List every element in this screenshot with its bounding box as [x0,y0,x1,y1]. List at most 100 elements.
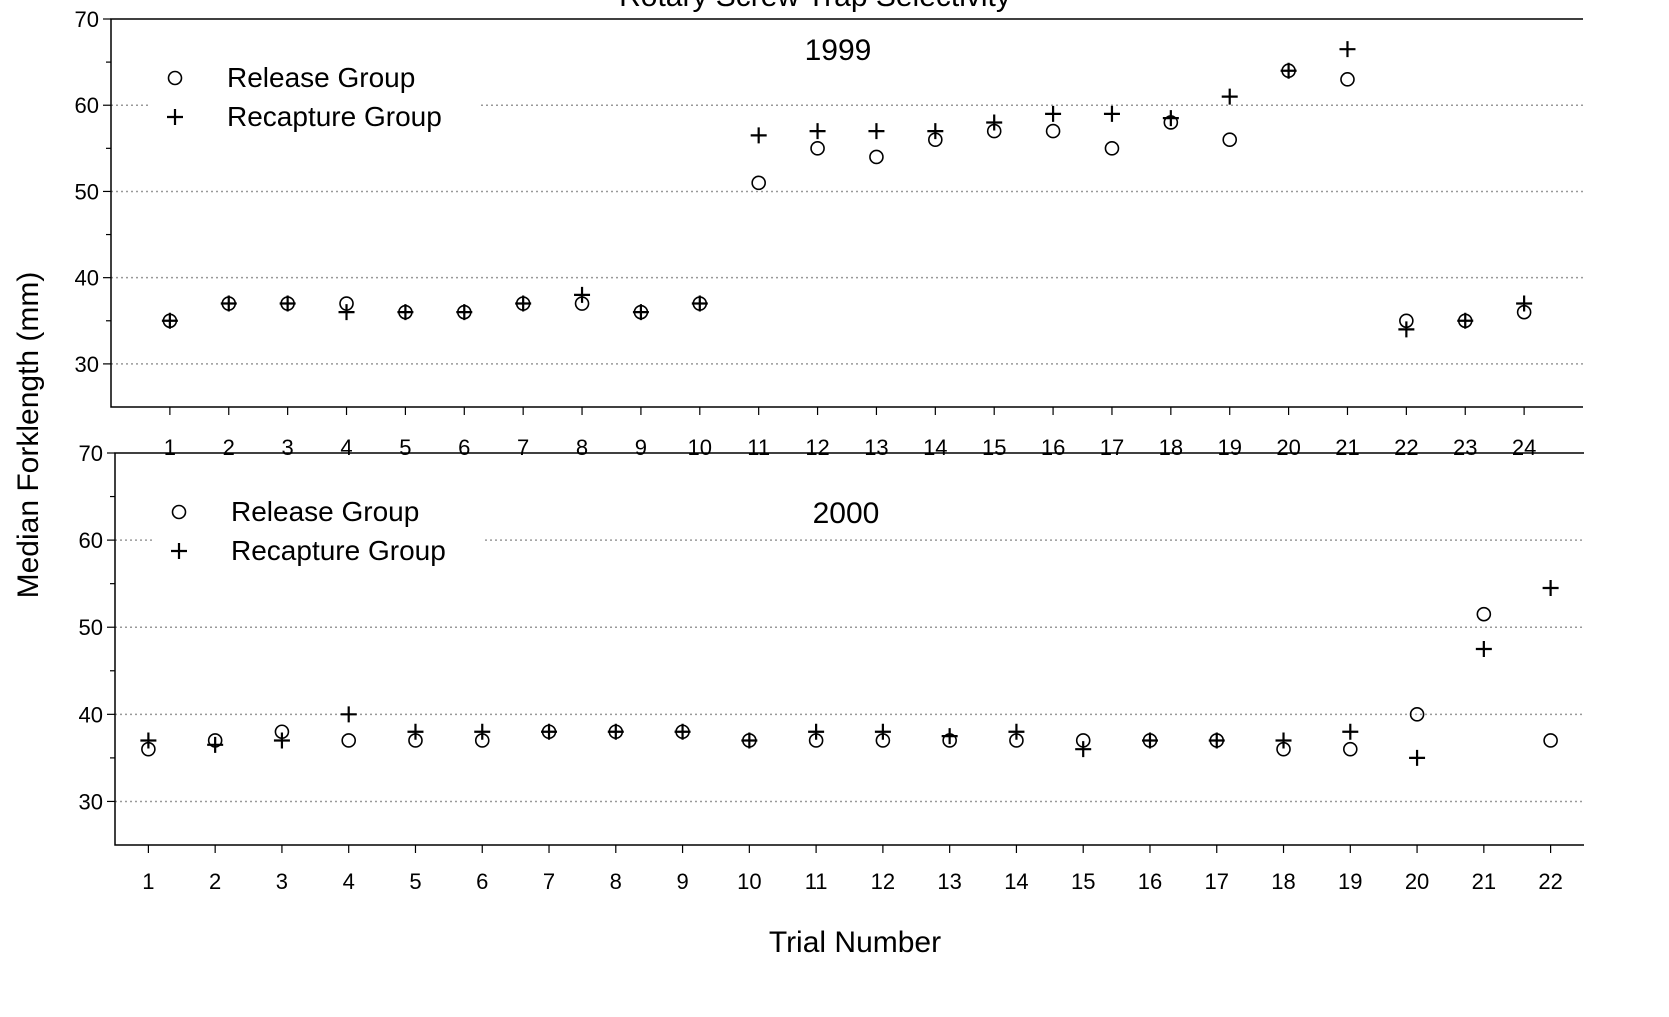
x-tick-label: 7 [517,435,529,460]
x-tick-label: 24 [1512,435,1536,460]
x-tick-label: 10 [688,435,712,460]
legend-marker [171,504,187,520]
recapture-point [1075,741,1092,758]
legend-marker [171,543,187,559]
release-point [869,149,884,165]
recapture-point [273,732,290,749]
x-tick-label: 16 [1138,869,1162,894]
recapture-point [515,295,532,312]
recapture-point [927,123,944,140]
x-tick-label: 15 [1071,869,1095,894]
recapture-point [220,295,237,312]
chart-title: Rotary Screw Trap Selectivity [619,0,1011,13]
release-point [1045,123,1061,139]
recapture-point [941,728,958,745]
recapture-point [1516,295,1533,312]
x-tick-label: 1 [164,435,176,460]
x-tick-label: 7 [543,869,555,894]
release-point [810,141,825,156]
recapture-point [474,723,491,740]
x-tick-label: 22 [1538,869,1562,894]
x-tick-label: 20 [1276,435,1300,460]
recapture-point [1342,723,1359,740]
legend-label: Recapture Group [231,535,446,566]
recapture-point [574,286,591,303]
x-tick-label: 8 [610,869,622,894]
y-tick-label: 30 [79,789,103,814]
recapture-point [607,723,624,740]
recapture-point [868,123,885,140]
x-tick-label: 18 [1271,869,1295,894]
recapture-point [874,723,891,740]
recapture-point [1457,312,1474,329]
recapture-point [161,312,178,329]
x-tick-label: 22 [1394,435,1418,460]
x-tick-label: 13 [937,869,961,894]
recapture-point [1475,641,1492,657]
recapture-point [1208,732,1225,749]
release-point [1222,132,1238,148]
recapture-point [1103,105,1120,122]
release-point [751,175,766,191]
release-point [1409,707,1425,722]
x-axis-label: Trial Number [769,926,941,959]
legend-box [155,475,485,575]
axis-frame [110,18,1583,408]
release-point [1342,741,1358,757]
x-tick-label: 11 [805,869,828,894]
x-tick-label: 10 [737,869,761,894]
legend-marker [167,70,183,86]
y-tick-label: 40 [75,266,99,291]
x-tick-label: 17 [1100,435,1124,460]
recapture-point [279,295,296,312]
x-tick-label: 16 [1041,435,1065,460]
y-tick-label: 50 [75,179,99,204]
x-tick-label: 17 [1205,869,1229,894]
recapture-point [456,304,473,321]
x-tick-label: 23 [1453,435,1477,460]
recapture-point [1542,580,1559,597]
x-tick-label: 20 [1405,869,1429,894]
release-point [1543,733,1558,748]
x-tick-label: 1 [142,869,154,894]
recapture-point [407,723,424,740]
recapture-point [674,723,691,740]
release-point [1476,606,1492,622]
recapture-point [750,127,767,144]
x-tick-label: 9 [635,435,647,460]
release-point [1104,141,1120,156]
x-tick-label: 18 [1159,435,1183,460]
x-tick-label: 9 [676,869,688,894]
recapture-point [340,706,357,723]
legend-label: Release Group [231,496,419,527]
x-tick-label: 5 [399,435,411,460]
x-tick-label: 4 [343,869,355,894]
recapture-point [1280,62,1297,79]
x-tick-label: 6 [458,435,470,460]
x-tick-label: 21 [1472,869,1496,894]
recapture-point [1398,321,1415,338]
x-tick-label: 19 [1217,435,1241,460]
recapture-point [1008,723,1025,740]
y-tick-label: 30 [75,352,99,377]
recapture-point [986,114,1003,131]
x-tick-label: 3 [282,435,294,460]
x-tick-label: 14 [1004,869,1028,894]
recapture-point [691,295,708,312]
x-tick-label: 8 [576,435,588,460]
x-tick-label: 2 [209,869,221,894]
x-tick-label: 2 [223,435,235,460]
legend-marker [167,109,183,125]
legend-box [151,41,481,141]
y-tick-label: 70 [79,441,103,466]
recapture-point [632,304,649,321]
panel-annotation: 1999 [805,34,872,67]
recapture-point [140,732,157,749]
recapture-point [1275,732,1292,749]
x-tick-label: 11 [747,435,770,460]
recapture-point [1141,732,1158,749]
x-tick-label: 6 [476,869,488,894]
recapture-point [338,304,355,321]
y-axis-label: Median Forklength (mm) [12,272,45,599]
recapture-point [1409,749,1426,766]
